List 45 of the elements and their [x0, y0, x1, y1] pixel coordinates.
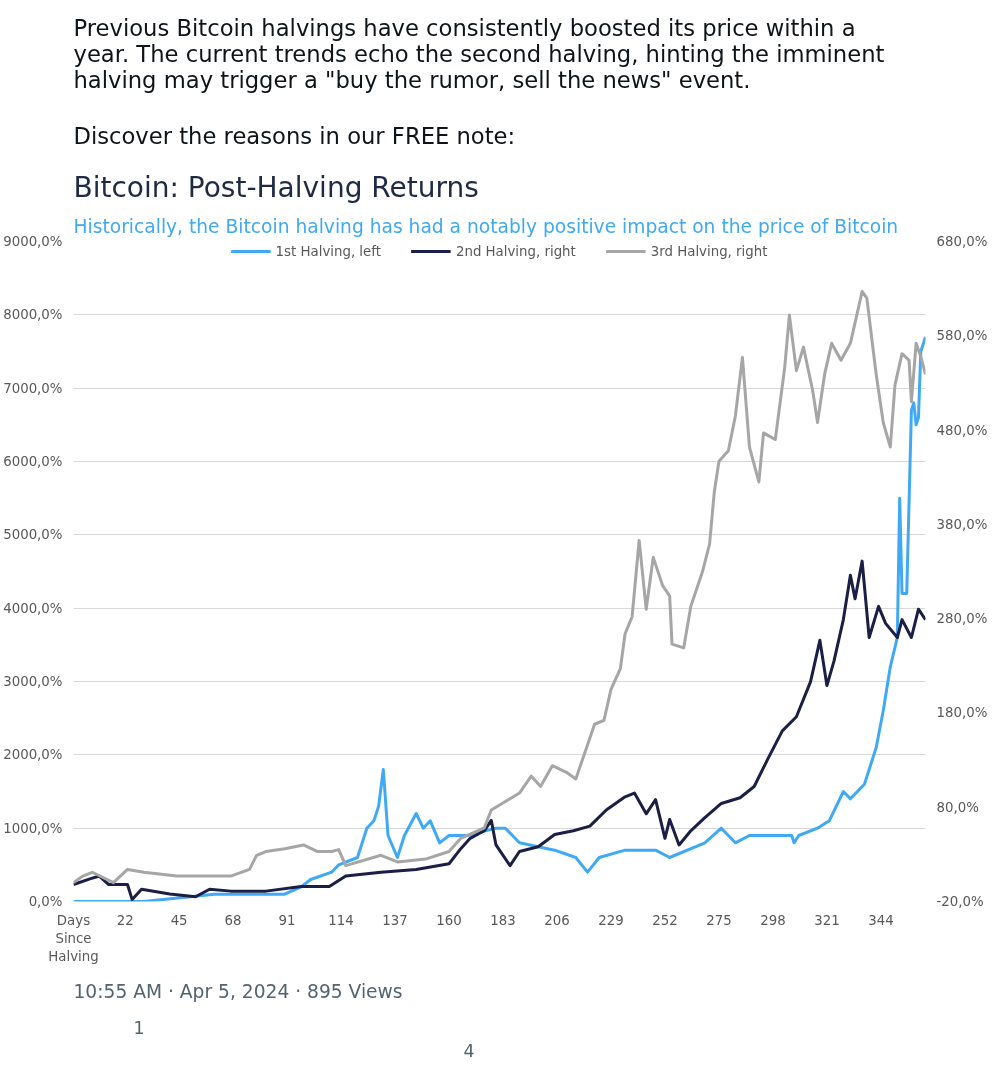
- x-tick-label: 22: [116, 912, 134, 928]
- text: 1: [133, 1017, 145, 1038]
- text: 10:55 AM · Apr 5, 2024 · 895 Views: [73, 981, 403, 1002]
- y2-tick-label: 180,0%: [936, 705, 988, 721]
- text: Discover the reasons in our FREE note:: [73, 122, 516, 149]
- y-tick-label: 9000,0%: [3, 234, 63, 249]
- legend-label: 2nd Halving, right: [455, 243, 576, 259]
- y-tick-label: 8000,0%: [3, 307, 63, 323]
- x-tick-label: 114: [328, 912, 354, 928]
- y-tick-label: 2000,0%: [3, 747, 63, 763]
- x-tick-label: 275: [706, 912, 732, 928]
- x-tick-label: 229: [598, 912, 624, 928]
- x-tick-label: 45: [170, 912, 188, 928]
- x-tick-label: 91: [278, 912, 296, 928]
- y2-tick-label: 680,0%: [936, 234, 988, 249]
- y-tick-label: 3000,0%: [3, 674, 63, 689]
- y-tick-label: 4000,0%: [3, 600, 63, 616]
- line-series: [73, 559, 926, 902]
- x-tick-label: 137: [382, 912, 408, 928]
- x-tick-label: 183: [490, 912, 516, 928]
- chart-subtitle: Historically, the Bitcoin halving has had a notably positive impact on the price of Bitcoin: [73, 215, 899, 237]
- y2-tick-label: 380,0%: [936, 516, 988, 532]
- text: 4: [463, 1040, 475, 1061]
- y-tick-label: 1000,0%: [3, 820, 63, 836]
- x-tick-label: Days Since Halving: [48, 912, 99, 964]
- x-tick-label: 321: [814, 912, 840, 928]
- y2-tick-label: 480,0%: [936, 422, 988, 438]
- chart-title: Bitcoin: Post-Halving Returns: [73, 170, 479, 204]
- x-tick-label: 298: [760, 912, 786, 928]
- y2-tick-label: 580,0%: [936, 328, 988, 344]
- y-tick-label: 0,0%: [28, 894, 63, 909]
- x-tick-label: 252: [652, 912, 678, 928]
- legend-label: 3rd Halving, right: [650, 243, 768, 259]
- y-tick-label: 5000,0%: [3, 527, 63, 543]
- y2-tick-label: 280,0%: [936, 611, 988, 627]
- y-tick-label: 6000,0%: [3, 454, 63, 469]
- text: Previous Bitcoin halvings have consistently boosted its price within a year. The current trends echo the second halving, hinting the imminent halving may trigger a "buy the rumor, sell the news" event.: [73, 15, 885, 93]
- x-tick-label: 160: [436, 912, 462, 928]
- x-tick-label: 206: [544, 912, 570, 928]
- legend-label: 1st Halving, left: [275, 243, 381, 259]
- y2-tick-label: 80,0%: [936, 799, 979, 815]
- x-tick-label: 68: [224, 912, 242, 928]
- x-tick-label: 344: [868, 912, 894, 928]
- y2-tick-label: -20,0%: [936, 894, 984, 909]
- y-tick-label: 7000,0%: [3, 380, 63, 396]
